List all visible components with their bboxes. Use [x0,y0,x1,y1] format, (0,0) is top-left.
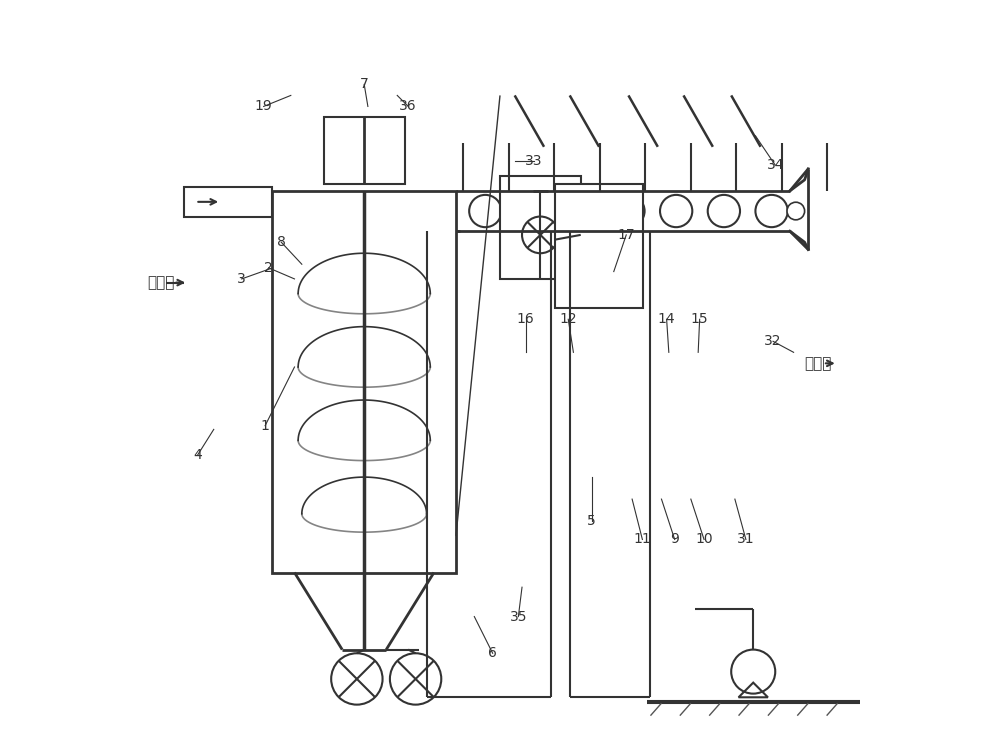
Text: 盾构机: 盾构机 [805,356,832,371]
Text: 34: 34 [767,158,784,172]
Text: 1: 1 [261,418,270,433]
Text: 36: 36 [399,99,417,114]
Text: 35: 35 [510,609,527,624]
Text: 11: 11 [634,532,651,547]
Bar [184,187,272,217]
Text: 14: 14 [658,312,675,327]
Text: 10: 10 [695,532,713,547]
Circle shape [660,195,692,228]
Bar [500,176,581,279]
Circle shape [787,203,805,220]
Text: 12: 12 [559,312,577,327]
Bar [555,184,643,308]
Text: 19: 19 [255,99,273,114]
Text: 32: 32 [764,334,782,349]
Text: 2: 2 [264,261,273,275]
Text: 9: 9 [670,532,679,547]
Text: 6: 6 [488,646,497,661]
Text: 33: 33 [525,154,543,169]
Circle shape [708,195,740,228]
Text: 17: 17 [617,228,635,242]
Text: 5: 5 [587,514,596,528]
Circle shape [390,653,441,705]
Text: 16: 16 [517,312,535,327]
Circle shape [522,217,559,253]
Text: 7: 7 [360,77,369,92]
Text: 8: 8 [277,235,286,250]
Circle shape [517,195,549,228]
Circle shape [469,195,501,228]
Text: 15: 15 [691,312,708,327]
Bar [324,117,405,184]
Circle shape [731,650,775,694]
Text: 3: 3 [237,272,246,286]
Circle shape [612,195,645,228]
Text: 4: 4 [193,448,202,462]
Text: 31: 31 [737,532,755,547]
Circle shape [755,195,788,228]
Circle shape [565,195,597,228]
Bar [272,191,456,573]
Circle shape [331,653,383,705]
Text: 盾构机: 盾构机 [148,275,175,290]
